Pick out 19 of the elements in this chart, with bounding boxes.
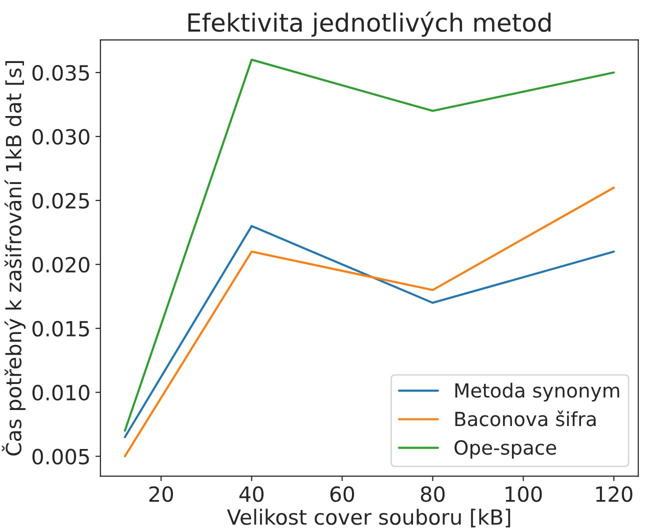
x-tick-label: 120 [596,486,632,502]
x-axis-title: Velikost cover souboru [kB] [227,508,510,528]
y-tick-label: 0.025 [32,192,89,209]
x-tick-label: 40 [239,486,264,502]
x-tick-label: 60 [330,486,354,502]
x-tick-label: 100 [506,486,542,502]
legend-label: Metoda synonym [455,382,620,402]
y-tick-label: 0.035 [32,64,89,81]
x-tick-label: 20 [149,486,173,502]
chart-title: Efektivita jednotlivých metod [188,12,551,37]
y-tick-label: 0.030 [32,128,90,145]
x-tick-label: 80 [420,486,445,502]
y-tick-label: 0.020 [32,256,90,273]
y-axis-title: Čas potřebný k zašifrování 1kB dat [s] [2,61,26,456]
y-tick-label: 0.015 [32,320,89,337]
legend-label: Baconova šifra [455,410,596,426]
y-tick-label: 0.005 [32,448,89,465]
y-tick-label: 0.010 [32,384,90,401]
legend-label: Ope-space [454,440,556,459]
